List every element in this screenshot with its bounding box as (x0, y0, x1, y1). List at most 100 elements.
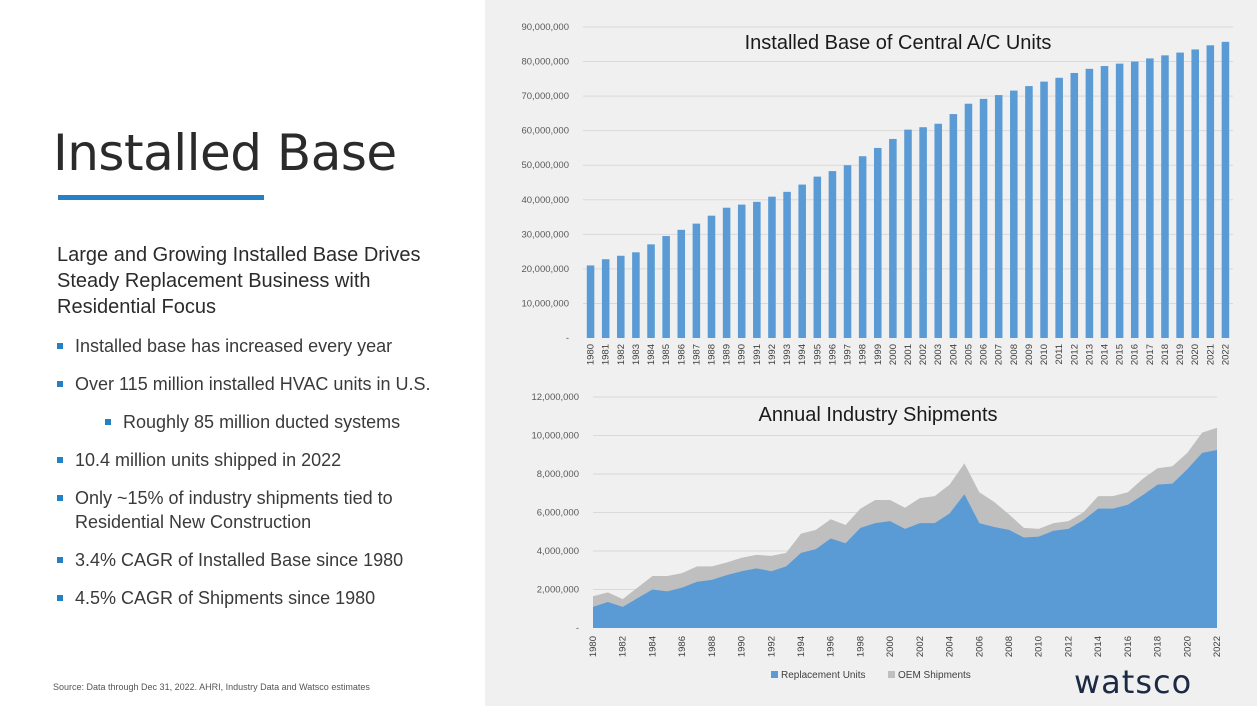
chart-panel: - 10,000,000 20,000,000 30,000,000 40,000,00… (485, 0, 1257, 706)
x-tick-label: 1986 (677, 636, 688, 657)
bar (1070, 72, 1079, 338)
x-tick-label: 2022 (1212, 636, 1223, 657)
x-tick-label: 1998 (858, 344, 869, 365)
bullet-text: 10.4 million units shipped in 2022 (75, 450, 342, 470)
title-underline (58, 195, 264, 200)
bullet-marker-icon (57, 557, 63, 563)
x-tick-label: 2014 (1093, 636, 1104, 657)
bar (1010, 90, 1018, 339)
x-tick-label: 1996 (827, 344, 838, 365)
y-tick-label: 70,000,000 (521, 91, 569, 102)
y-tick-label: 20,000,000 (521, 264, 569, 275)
x-tick-label: 1990 (737, 344, 748, 365)
x-tick-label: 1982 (618, 636, 629, 657)
x-tick-label: 1982 (616, 344, 627, 365)
installed-base-chart: - 10,000,000 20,000,000 30,000,000 40,000,00… (521, 22, 1233, 365)
x-tick-label: 2020 (1190, 344, 1201, 365)
bullet-list: Installed base has increased every year … (57, 334, 477, 624)
bullet-item: Only ~15% of industry shipments tied to … (57, 486, 477, 534)
shipments-chart: - 2,000,000 4,000,000 6,000,000 8,000,000 10,… (531, 392, 1223, 681)
x-tick-label: 2011 (1054, 344, 1065, 364)
x-tick-label: 2008 (1004, 636, 1015, 657)
legend-label: OEM Shipments (898, 670, 971, 681)
y-tick-label: 10,000,000 (531, 431, 579, 442)
legend-swatch (888, 671, 895, 678)
chart-title: Installed Base of Central A/C Units (745, 32, 1052, 54)
bar (677, 229, 686, 338)
bullet-marker-icon (57, 343, 63, 349)
bar (768, 196, 776, 338)
bar (692, 223, 701, 338)
x-tick-label: 1998 (855, 636, 866, 657)
bullet-text: 4.5% CAGR of Shipments since 1980 (75, 588, 376, 608)
page-title: Installed Base (53, 124, 397, 182)
x-tick-label: 2016 (1123, 636, 1134, 657)
bar (873, 147, 882, 338)
x-tick-label: 2000 (888, 344, 899, 365)
bullet-item: 10.4 million units shipped in 2022 (57, 448, 477, 472)
chart-title: Annual Industry Shipments (758, 404, 997, 426)
x-tick-label: 2002 (918, 344, 929, 365)
x-tick-label: 2003 (933, 344, 944, 365)
bar (601, 259, 610, 338)
x-tick-label: 2018 (1153, 636, 1164, 657)
text-panel: Installed Base Large and Growing Install… (0, 0, 485, 706)
x-tick-label: 1991 (752, 344, 763, 365)
bar (753, 201, 761, 338)
x-tick-label: 1981 (601, 344, 612, 365)
bar (1085, 68, 1094, 338)
y-tick-label: 50,000,000 (521, 160, 569, 171)
y-tick-label: 8,000,000 (537, 469, 579, 480)
x-tick-label: 1980 (586, 344, 597, 365)
x-tick-label: 1986 (676, 344, 687, 365)
y-tick-label: 12,000,000 (531, 392, 579, 403)
x-tick-label: 2012 (1069, 344, 1080, 365)
x-tick-label: 2014 (1100, 344, 1111, 365)
bar (737, 204, 746, 338)
y-tick-label: 6,000,000 (537, 508, 579, 519)
x-tick-label: 1992 (766, 636, 777, 657)
bar (904, 129, 912, 338)
x-tick-label: 1988 (706, 344, 717, 365)
bullet-text: 3.4% CAGR of Installed Base since 1980 (75, 550, 404, 570)
x-tick-label: 1987 (691, 344, 702, 365)
bullet-text: Over 115 million installed HVAC units in… (75, 374, 431, 394)
bullet-marker-icon (57, 381, 63, 387)
bar (828, 171, 837, 338)
x-tick-label: 2017 (1145, 344, 1156, 365)
bar (662, 236, 670, 338)
y-tick-label: 2,000,000 (537, 585, 579, 596)
subtitle: Large and Growing Installed Base Drives … (57, 244, 421, 318)
bar (949, 114, 958, 338)
x-tick-label: 1985 (661, 344, 672, 365)
x-tick-label: 2022 (1220, 344, 1231, 365)
bullet-marker-icon (105, 419, 111, 425)
bullet-text: Roughly 85 million ducted systems (123, 412, 401, 432)
legend-label: Replacement Units (781, 670, 865, 681)
x-tick-label: 1984 (646, 344, 657, 365)
bar (1055, 77, 1063, 339)
bullet-marker-icon (57, 595, 63, 601)
bar (1191, 49, 1199, 338)
x-tick-label: 2001 (903, 344, 914, 365)
bar (798, 184, 806, 338)
x-tick-label: 2012 (1063, 636, 1074, 657)
bar (934, 123, 943, 338)
bar (1025, 86, 1033, 338)
sub-bullet-item: Roughly 85 million ducted systems (105, 410, 477, 434)
replacement-units-area (593, 449, 1217, 628)
bullet-marker-icon (57, 457, 63, 463)
bar (919, 127, 927, 338)
bar (979, 98, 988, 339)
bar (1115, 63, 1124, 339)
x-tick-label: 1988 (707, 636, 718, 657)
bar (994, 95, 1003, 338)
bar (1221, 41, 1230, 339)
x-tick-label: 2010 (1034, 636, 1045, 657)
x-tick-label: 2010 (1039, 344, 1050, 365)
bar (858, 156, 867, 338)
x-tick-label: 1984 (647, 636, 658, 657)
y-tick-label: 90,000,000 (521, 22, 569, 33)
x-tick-label: 2008 (1009, 344, 1020, 365)
bar (632, 252, 640, 338)
